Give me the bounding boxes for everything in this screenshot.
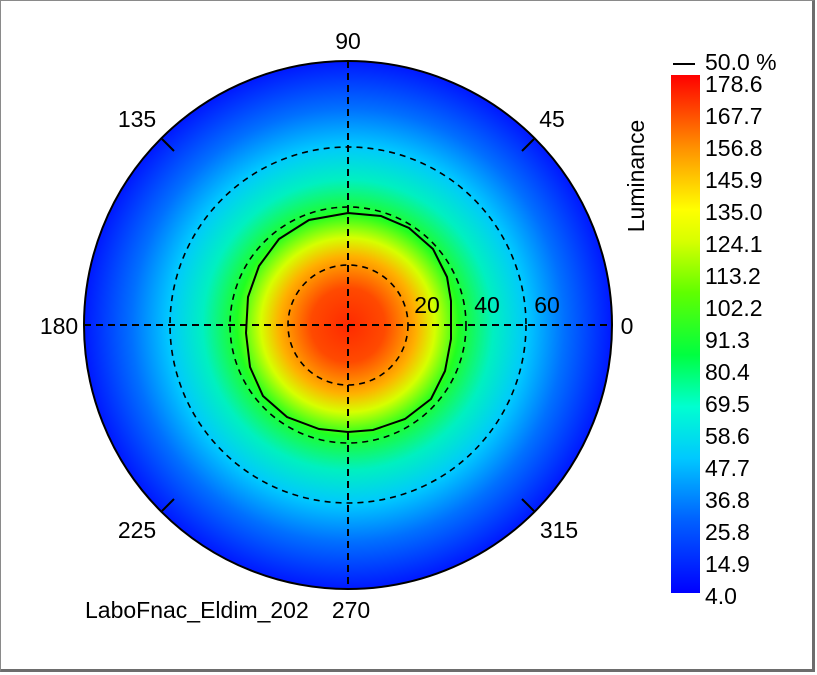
legend-title: Luminance <box>623 120 649 233</box>
angle-label-225: 225 <box>118 517 156 543</box>
contour-legend-label: 50.0 % <box>705 49 777 75</box>
color-bar <box>671 75 700 593</box>
tick-135 <box>161 138 175 152</box>
outer-circle <box>83 60 613 590</box>
legend-tick-label: 178.6 <box>705 71 763 97</box>
legend-tick-label: 58.6 <box>705 423 750 449</box>
angle-label-315: 315 <box>540 517 578 543</box>
legend-tick-label: 102.2 <box>705 295 763 321</box>
legend-tick-label: 47.7 <box>705 455 750 481</box>
legend-tick-label: 113.2 <box>705 263 761 289</box>
tick-315 <box>521 498 535 512</box>
legend-tick-label: 80.4 <box>705 359 750 385</box>
legend-tick-label: 167.7 <box>705 103 763 129</box>
legend-tick-label: 145.9 <box>705 167 763 193</box>
tick-225 <box>161 498 175 512</box>
legend-ticks: 178.6 167.7 156.8 145.9 135.0 124.1 113.2 102.2… <box>705 71 763 609</box>
radial-label-20: 20 <box>414 292 440 318</box>
legend-tick-label: 36.8 <box>705 487 750 513</box>
contour-50-percent <box>244 211 452 434</box>
legend-tick-label: 4.0 <box>705 583 737 609</box>
legend-tick-label: 124.1 <box>705 231 763 257</box>
legend-tick-label: 135.0 <box>705 199 763 225</box>
legend-tick-label: 69.5 <box>705 391 750 417</box>
angle-label-90: 90 <box>335 28 361 54</box>
radial-label-60: 60 <box>534 292 560 318</box>
footer-label: LaboFnac_Eldim_202 <box>85 597 309 623</box>
angle-label-270: 270 <box>332 597 370 623</box>
tick-45 <box>521 138 535 152</box>
legend-tick-label: 156.8 <box>705 135 763 161</box>
angle-label-0: 0 <box>621 313 634 339</box>
angle-label-45: 45 <box>539 106 565 132</box>
angle-label-135: 135 <box>118 106 156 132</box>
legend-tick-label: 25.8 <box>705 519 750 545</box>
angle-label-180: 180 <box>40 313 78 339</box>
radial-label-40: 40 <box>474 292 500 318</box>
legend-tick-label: 14.9 <box>705 551 750 577</box>
legend-tick-label: 91.3 <box>705 327 750 353</box>
